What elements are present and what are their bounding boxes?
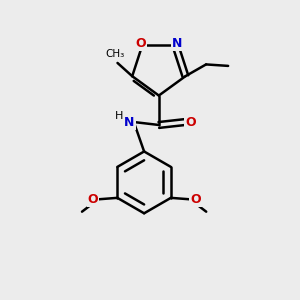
Text: O: O bbox=[88, 193, 98, 206]
Text: N: N bbox=[124, 116, 135, 128]
Text: H: H bbox=[115, 110, 123, 121]
Text: O: O bbox=[185, 116, 196, 128]
Text: CH₃: CH₃ bbox=[105, 50, 124, 59]
Text: O: O bbox=[136, 37, 146, 50]
Text: O: O bbox=[190, 193, 201, 206]
Text: N: N bbox=[172, 37, 182, 50]
